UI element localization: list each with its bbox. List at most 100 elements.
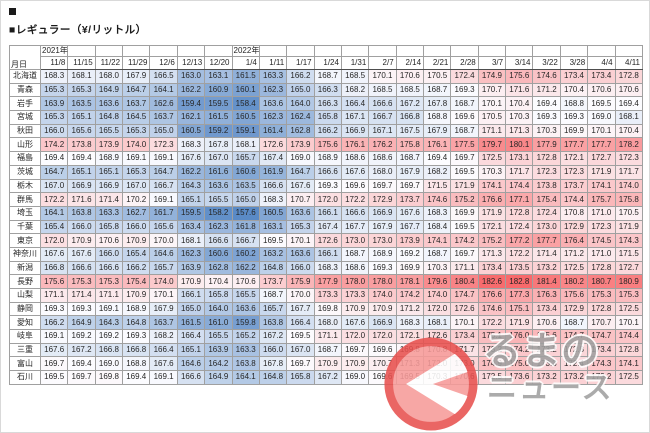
- price-cell: 169.4: [39, 151, 69, 166]
- price-cell: 171.3: [395, 356, 425, 372]
- price-cell: 174.7: [559, 329, 589, 344]
- price-cell: 174.4: [505, 178, 534, 194]
- price-cell: 169.9: [559, 123, 589, 139]
- price-cell: 165.5: [231, 288, 260, 303]
- price-cell: 167.6: [176, 151, 206, 166]
- price-cell: 169.4: [67, 151, 96, 166]
- price-cell: 164.9: [67, 315, 96, 331]
- price-cell: 169.0: [340, 370, 370, 385]
- row-label: 岩手: [9, 96, 41, 112]
- price-cell: 171.7: [450, 342, 479, 358]
- price-cell: 165.8: [313, 110, 342, 125]
- price-cell: 169.5: [258, 233, 288, 248]
- price-cell: 163.6: [204, 178, 233, 194]
- price-cell: 164.1: [231, 370, 260, 385]
- price-cell: 168.3: [39, 69, 69, 84]
- table-row: 北海道 168.3 168.1 168.0 167.9 166.5 163.0 163.1 16…: [9, 69, 644, 84]
- price-cell: 158.2: [204, 205, 233, 221]
- price-cell: 168.9: [313, 151, 342, 166]
- price-cell: 173.2: [532, 370, 561, 385]
- price-cell: 172.6: [423, 329, 452, 344]
- price-cell: 172.6: [258, 137, 288, 153]
- price-cell: 168.7: [559, 315, 589, 331]
- price-cell: 171.5: [614, 246, 644, 262]
- date-header: 2/14: [395, 56, 425, 70]
- row-label: 長野: [9, 274, 41, 289]
- price-cell: 164.1: [39, 205, 69, 221]
- year-label-cell: [122, 45, 151, 57]
- price-cell: 173.0: [368, 233, 397, 248]
- price-cell: 168.3: [176, 137, 206, 153]
- price-cell: 169.7: [395, 178, 425, 194]
- price-cell: 175.3: [94, 274, 124, 289]
- year-label-cell: [176, 45, 206, 57]
- row-label: 埼玉: [9, 205, 41, 221]
- price-cell: 167.7: [286, 301, 315, 317]
- price-cell: 172.3: [149, 137, 178, 153]
- price-cell: 175.6: [559, 288, 589, 303]
- price-cell: 165.3: [122, 123, 151, 139]
- price-cell: 163.5: [231, 178, 260, 194]
- price-cell: 159.1: [231, 123, 260, 139]
- price-cell: 174.6: [423, 192, 452, 207]
- price-cell: 167.0: [122, 178, 151, 194]
- table-row: 愛知 166.2 164.9 164.3 164.8 163.7 161.5 161.0 159…: [9, 315, 644, 331]
- price-cell: 162.4: [286, 110, 315, 125]
- price-cell: 173.6: [505, 370, 534, 385]
- price-cell: 164.9: [94, 82, 124, 98]
- price-cell: 175.6: [532, 329, 561, 344]
- price-cell: 172.7: [587, 151, 616, 166]
- price-cell: 168.4: [423, 219, 452, 235]
- price-cell: 175.4: [532, 192, 561, 207]
- price-cell: 161.5: [231, 69, 260, 84]
- date-header: 2/7: [368, 56, 397, 70]
- price-cell: 165.5: [94, 123, 124, 139]
- price-cell: 169.7: [286, 356, 315, 372]
- price-cell: 168.3: [395, 315, 425, 331]
- price-cell: 172.8: [505, 205, 534, 221]
- price-cell: 177.1: [505, 192, 534, 207]
- price-cell: 170.5: [423, 69, 452, 84]
- price-cell: 170.8: [559, 205, 589, 221]
- price-cell: 176.4: [559, 233, 589, 248]
- table-row: 岩手 163.9 163.5 163.6 163.7 162.6 159.4 159.5 158…: [9, 96, 644, 112]
- price-cell: 161.8: [231, 219, 260, 235]
- price-cell: 174.0: [614, 178, 644, 194]
- price-cell: 176.6: [477, 192, 507, 207]
- price-cell: 175.7: [587, 192, 616, 207]
- price-cell: 164.0: [204, 301, 233, 317]
- price-cell: 166.0: [67, 219, 96, 235]
- price-cell: 166.2: [122, 260, 151, 276]
- price-cell: 177.7: [532, 233, 561, 248]
- price-cell: 165.4: [39, 219, 69, 235]
- price-cell: 163.0: [176, 69, 206, 84]
- price-cell: 167.6: [39, 246, 69, 262]
- price-cell: 171.2: [532, 82, 561, 98]
- price-cell: 172.1: [477, 219, 507, 235]
- price-cell: 172.3: [614, 151, 644, 166]
- table-row: 山梨 171.1 171.4 171.1 170.9 170.1 166.1 165.8 165…: [9, 288, 644, 303]
- price-cell: 174.5: [587, 233, 616, 248]
- price-cell: 168.8: [423, 110, 452, 125]
- price-table: 月日 2021年 2022年 11/8 11/15 11/22 11/29 12/6 12/13…: [9, 45, 644, 385]
- price-cell: 168.3: [423, 205, 452, 221]
- price-cell: 170.1: [286, 233, 315, 248]
- price-cell: 168.7: [258, 288, 288, 303]
- price-cell: 172.5: [614, 370, 644, 385]
- price-cell: 173.2: [587, 370, 616, 385]
- price-cell: 174.0: [122, 137, 151, 153]
- price-cell: 173.4: [587, 342, 616, 358]
- row-label: 栃木: [9, 178, 41, 194]
- row-label: 群馬: [9, 192, 41, 207]
- price-cell: 162.1: [176, 110, 206, 125]
- date-header: 3/28: [559, 56, 589, 70]
- price-cell: 168.5: [368, 82, 397, 98]
- table-row: 山形 174.2 173.8 173.9 174.0 172.3 168.3 167.8 168…: [9, 137, 644, 153]
- price-cell: 170.9: [313, 356, 342, 372]
- price-cell: 163.8: [258, 315, 288, 331]
- price-cell: 166.8: [122, 342, 151, 358]
- price-cell: 168.1: [231, 137, 260, 153]
- price-cell: 173.0: [340, 233, 370, 248]
- price-cell: 170.1: [587, 123, 616, 139]
- price-cell: 173.9: [286, 137, 315, 153]
